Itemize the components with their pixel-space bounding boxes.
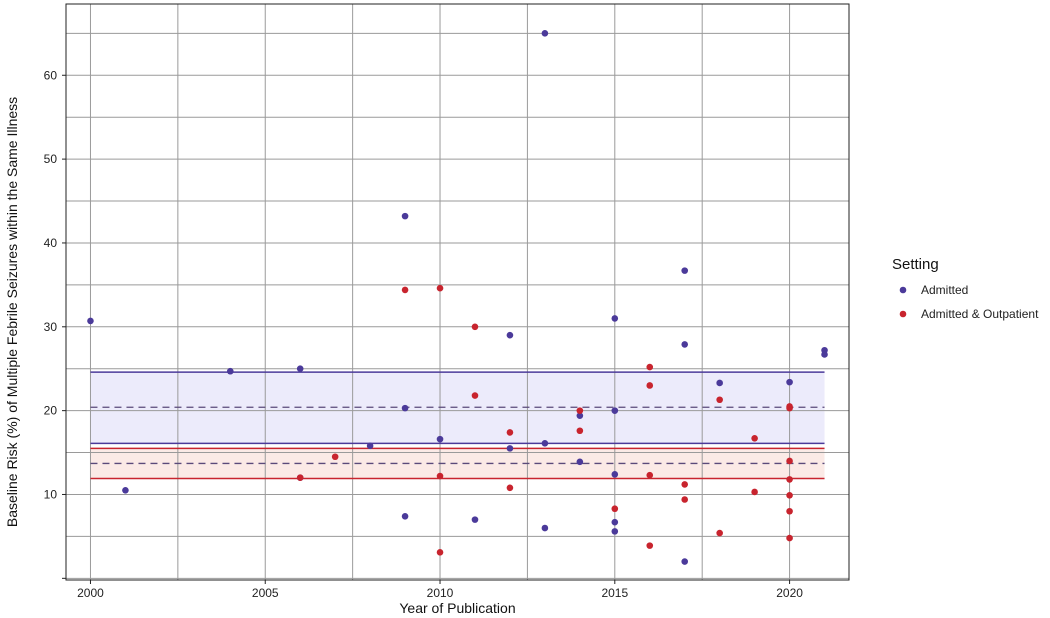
point-series-1 [646, 382, 654, 389]
point-series-1 [436, 284, 444, 292]
point-series-0 [506, 445, 514, 452]
plot-frame [65, 3, 850, 581]
point-series-1 [786, 534, 793, 542]
legend-swatch-0 [899, 286, 907, 294]
y-axis-title: Baseline Risk (%) of Multiple Febrile Se… [4, 97, 20, 527]
point-series-0 [611, 407, 619, 414]
point-series-1 [506, 484, 514, 492]
point-series-0 [541, 524, 549, 532]
point-series-1 [436, 472, 444, 480]
point-series-1 [751, 488, 758, 496]
point-series-0 [541, 30, 549, 37]
y-tick-label: 10 [44, 487, 58, 501]
x-axis-title: Year of Publication [399, 600, 515, 616]
point-series-0 [611, 528, 619, 535]
legend-swatch-1 [899, 310, 907, 318]
point-series-0 [786, 378, 793, 386]
point-series-0 [681, 267, 689, 274]
gridlines [66, 4, 849, 580]
point-series-1 [401, 286, 409, 294]
point-series-0 [401, 404, 409, 412]
y-tick-label: 30 [44, 320, 58, 334]
y-tick-label: 50 [44, 152, 58, 166]
point-series-0 [576, 458, 584, 466]
x-tick-label: 2000 [77, 586, 104, 600]
point-series-1 [471, 392, 479, 399]
y-tick-label: 20 [44, 404, 58, 418]
point-series-0 [87, 317, 94, 325]
point-series-0 [366, 442, 374, 450]
point-series-1 [611, 505, 619, 513]
point-series-0 [471, 516, 479, 523]
confidence-bands [90, 372, 825, 479]
point-series-1 [646, 542, 654, 549]
point-series-1 [786, 492, 793, 499]
point-series-0 [611, 518, 619, 526]
point-series-0 [122, 486, 129, 494]
point-series-1 [471, 323, 479, 331]
point-series-0 [436, 435, 444, 443]
point-series-1 [716, 529, 723, 537]
point-series-0 [401, 212, 409, 220]
point-series-1 [716, 396, 723, 404]
point-series-0 [296, 365, 304, 373]
point-series-0 [576, 412, 584, 419]
point-series-1 [646, 471, 654, 479]
point-series-1 [576, 407, 584, 414]
point-series-1 [331, 453, 339, 461]
data-points [87, 30, 828, 565]
point-series-1 [751, 435, 758, 442]
point-series-1 [786, 457, 793, 465]
x-tick-label: 2020 [776, 586, 803, 600]
point-series-0 [401, 512, 409, 520]
point-series-1 [681, 481, 689, 488]
y-tick-label: 60 [44, 68, 58, 82]
point-series-0 [541, 440, 549, 447]
x-tick-label: 2005 [252, 586, 279, 600]
legend-label-0: Admitted [921, 283, 968, 297]
x-tick-label: 2010 [427, 586, 454, 600]
point-series-1 [296, 474, 304, 482]
point-series-1 [436, 549, 444, 556]
point-series-0 [611, 315, 619, 322]
point-series-1 [786, 507, 793, 515]
legend-title: Setting [892, 256, 939, 273]
legend: Setting Admitted Admitted & Outpatient [892, 256, 1039, 321]
y-tick-label: 40 [44, 236, 58, 250]
point-series-1 [786, 404, 793, 412]
legend-entries: Admitted Admitted & Outpatient [899, 283, 1039, 321]
point-series-1 [576, 427, 584, 435]
x-tick-label: 2015 [601, 586, 628, 600]
point-series-0 [681, 341, 689, 348]
point-series-0 [226, 367, 234, 375]
legend-label-1: Admitted & Outpatient [921, 307, 1039, 321]
point-series-0 [506, 331, 514, 339]
point-series-0 [716, 379, 723, 387]
point-series-0 [611, 471, 619, 478]
point-series-0 [681, 558, 689, 565]
point-series-0 [821, 351, 828, 358]
y-axis-ticks: 10 20 30 40 50 60 [44, 68, 66, 579]
point-series-1 [646, 363, 654, 371]
point-series-1 [786, 476, 793, 483]
point-series-1 [506, 429, 514, 436]
x-axis-ticks: 2000 2005 2010 2015 2020 [77, 580, 803, 600]
point-series-1 [681, 496, 689, 503]
